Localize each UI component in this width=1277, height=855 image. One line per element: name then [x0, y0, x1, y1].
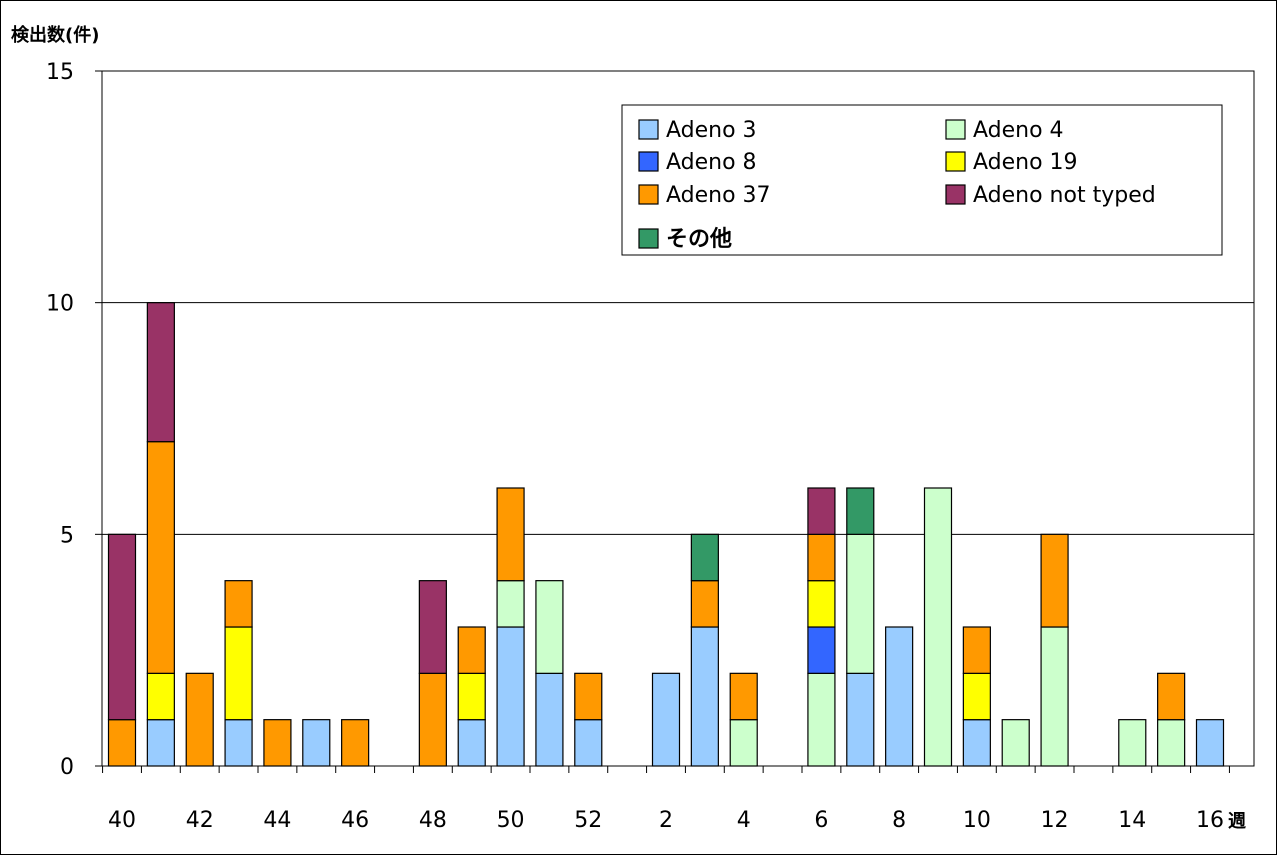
x-tick-label: 12	[1041, 808, 1069, 833]
bar-segment	[807, 533, 836, 582]
x-tick-label: 48	[419, 808, 447, 833]
bar-segment	[846, 672, 875, 767]
bar-segment	[107, 719, 137, 767]
bar-segment	[146, 672, 175, 721]
bar-segment	[729, 719, 758, 767]
bar-segment	[574, 672, 603, 721]
legend-swatch	[638, 228, 659, 249]
bar-segment	[807, 626, 836, 674]
x-tick-label: 14	[1118, 808, 1146, 833]
legend-label: Adeno 19	[973, 150, 1078, 175]
legend-swatch	[945, 151, 966, 172]
legend-swatch	[638, 151, 659, 172]
bar-segment	[107, 533, 137, 721]
bar-segment	[535, 580, 564, 674]
x-tick-label: 4	[737, 808, 751, 833]
bar-segment	[457, 672, 486, 721]
x-tick-label: 42	[186, 808, 214, 833]
legend-label: Adeno not typed	[973, 183, 1156, 208]
bar-segment	[807, 672, 836, 767]
x-tick-label: 6	[814, 808, 828, 833]
bar-segment	[690, 533, 719, 582]
y-axis-label: 検出数(件)	[11, 24, 99, 46]
gridlines	[102, 302, 1254, 535]
bar-segment	[185, 672, 214, 767]
x-tick-label: 8	[892, 808, 906, 833]
bar-segment	[1157, 672, 1186, 721]
legend-swatch	[638, 119, 659, 140]
y-tick-label: 5	[60, 523, 74, 548]
bar-segment	[846, 487, 875, 535]
y-tick-label: 10	[46, 292, 74, 317]
x-tick-label: 2	[659, 808, 673, 833]
bar-segment	[535, 672, 564, 767]
bar-segment	[1040, 626, 1069, 767]
bar-segment	[418, 580, 447, 674]
legend-swatch	[638, 184, 659, 205]
y-tick-label: 15	[46, 60, 74, 85]
bar-segment	[1157, 719, 1186, 767]
bar-segment	[496, 487, 525, 582]
legend-label: Adeno 3	[666, 118, 757, 143]
x-axis-unit-label: 週	[1228, 811, 1246, 832]
bar-segment	[1118, 719, 1147, 767]
legend: Adeno 3 Adeno 4 Adeno 8 Adeno 19 Adeno 37 Ade…	[621, 104, 1223, 256]
bar-segment	[807, 580, 836, 628]
x-tick-label: 40	[108, 808, 136, 833]
bar-segment	[496, 626, 525, 767]
bar-segment	[457, 626, 486, 674]
x-tick-label: 52	[574, 808, 602, 833]
bar-segment	[418, 672, 447, 767]
bar-segment	[496, 580, 525, 628]
bar-segment	[224, 580, 253, 628]
bar-segment	[690, 580, 719, 628]
legend-swatch	[945, 184, 966, 205]
bar-segment	[962, 672, 991, 721]
bar-segment	[690, 626, 719, 767]
bar-segment	[341, 719, 370, 767]
bar-segment	[807, 487, 836, 535]
bar-segment	[302, 719, 331, 767]
x-tick-label: 50	[497, 808, 525, 833]
bar-segment	[146, 719, 175, 767]
bar-segment	[651, 672, 681, 767]
bar-segment	[224, 719, 253, 767]
bar-segment	[574, 719, 603, 767]
bar-segment	[224, 626, 253, 721]
bars	[107, 302, 1225, 767]
bar-segment	[263, 719, 292, 767]
legend-label: Adeno 8	[666, 150, 757, 175]
bar-segment	[146, 302, 175, 443]
bar-segment	[1040, 533, 1069, 628]
bar-segment	[885, 626, 914, 767]
bar-segment	[457, 719, 486, 767]
legend-swatch	[945, 119, 966, 140]
x-tick-label: 16	[1196, 808, 1224, 833]
bar-segment	[146, 441, 175, 674]
bar-segment	[1001, 719, 1030, 767]
legend-label: Adeno 37	[666, 183, 771, 208]
bar-segment	[729, 672, 758, 721]
x-tick-label: 44	[263, 808, 291, 833]
x-tick-label: 46	[341, 808, 369, 833]
bar-segment	[962, 719, 991, 767]
bar-segment	[923, 487, 953, 767]
legend-label: その他	[666, 227, 732, 252]
bar-segment	[846, 533, 875, 674]
y-tick-label: 0	[60, 755, 74, 780]
legend-box	[621, 104, 1223, 256]
legend-label: Adeno 4	[973, 118, 1064, 143]
bar-segment	[1195, 719, 1225, 767]
bar-segment	[962, 626, 991, 674]
x-tick-label: 10	[963, 808, 991, 833]
